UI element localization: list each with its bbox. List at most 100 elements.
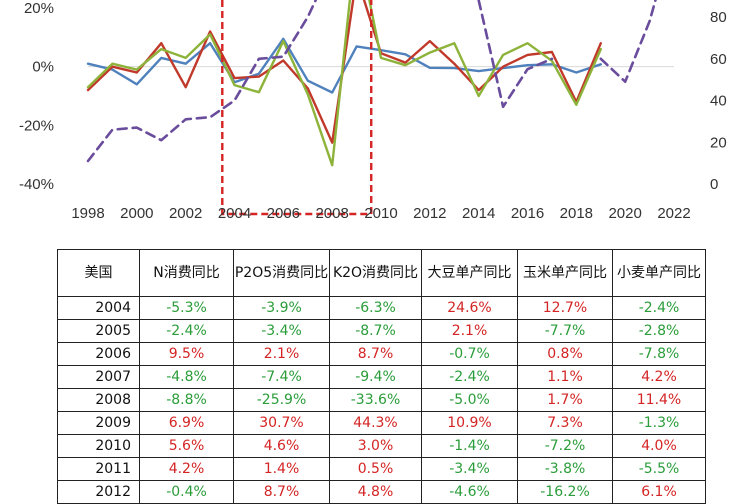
row-year: 2012 bbox=[57, 480, 140, 504]
table-row: 2007 -4.8% -7.4% -9.4% -2.4% 1.1% 4.2% bbox=[57, 365, 706, 389]
data-table: 美国 N消费同比 P2O5消费同比 K2O消费同比 大豆单产同比 玉米单产同比 … bbox=[57, 249, 706, 504]
series-layer bbox=[86, 0, 674, 167]
series-line-1 bbox=[86, 37, 602, 94]
table-cell: -2.8% bbox=[612, 319, 706, 343]
table-row: 2006 9.5% 2.1% 8.7% -0.7% 0.8% -7.8% bbox=[57, 342, 706, 366]
table-cell: -4.8% bbox=[139, 365, 234, 389]
table-cell: 1.1% bbox=[517, 365, 613, 389]
table-header-row: 美国 N消费同比 P2O5消费同比 K2O消费同比 大豆单产同比 玉米单产同比 … bbox=[57, 249, 706, 297]
series-line-4 bbox=[599, 0, 657, 83]
row-year: 2009 bbox=[57, 411, 140, 435]
table-cell: -5.0% bbox=[421, 388, 518, 412]
table-cell: -1.3% bbox=[612, 411, 706, 435]
row-year: 2010 bbox=[57, 434, 140, 458]
table-cell: 24.6% bbox=[421, 296, 518, 320]
x-tick-label: 2000 bbox=[120, 205, 153, 222]
y-left-tick-label: 0% bbox=[32, 59, 54, 76]
row-year: 2007 bbox=[57, 365, 140, 389]
y-right-tick-label: 40 bbox=[710, 93, 727, 110]
header-soybean-yield: 大豆单产同比 bbox=[421, 249, 518, 297]
table-cell: -3.8% bbox=[517, 457, 613, 481]
table-cell: -3.4% bbox=[233, 319, 330, 343]
table-cell: -5.3% bbox=[139, 296, 234, 320]
table-cell: 4.2% bbox=[612, 365, 706, 389]
table-cell: -16.2% bbox=[517, 480, 613, 504]
y-right-tick-label: 0 bbox=[710, 176, 718, 193]
table-cell: 0.8% bbox=[517, 342, 613, 366]
x-tick-label: 2012 bbox=[413, 205, 446, 222]
table-cell: 4.6% bbox=[233, 434, 330, 458]
table-row: 2010 5.6% 4.6% 3.0% -1.4% -7.2% 4.0% bbox=[57, 434, 706, 458]
table-row: 2004 -5.3% -3.9% -6.3% 24.6% 12.7% -2.4% bbox=[57, 296, 706, 320]
y-right-tick-label: 20 bbox=[710, 134, 727, 151]
table-cell: -7.4% bbox=[233, 365, 330, 389]
table-cell: 6.1% bbox=[612, 480, 706, 504]
y-right-tick-label: 60 bbox=[710, 51, 727, 68]
table-cell: 5.6% bbox=[139, 434, 234, 458]
row-year: 2004 bbox=[57, 296, 140, 320]
table-row: 2009 6.9% 30.7% 44.3% 10.9% 7.3% -1.3% bbox=[57, 411, 706, 435]
x-tick-label: 1998 bbox=[71, 205, 104, 222]
table-cell: 3.0% bbox=[329, 434, 422, 458]
table-cell: 0.5% bbox=[329, 457, 422, 481]
table-cell: -8.7% bbox=[329, 319, 422, 343]
table-cell: 4.2% bbox=[139, 457, 234, 481]
table-cell: -2.4% bbox=[421, 365, 518, 389]
highlight-box bbox=[221, 0, 373, 216]
table-cell: 30.7% bbox=[233, 411, 330, 435]
series-line-4 bbox=[86, 0, 318, 163]
highlight-layer bbox=[221, 0, 373, 216]
table-cell: -7.8% bbox=[612, 342, 706, 366]
table-cell: 8.7% bbox=[329, 342, 422, 366]
x-tick-label: 2010 bbox=[364, 205, 397, 222]
x-tick-label: 2004 bbox=[218, 205, 251, 222]
series-line-4 bbox=[477, 0, 554, 109]
tick-layer: 20% 0% -20% -40% 80 60 40 20 0 1998 2000 2002 2004 20… bbox=[19, 0, 727, 222]
header-k2o-consumption: K2O消费同比 bbox=[329, 249, 422, 297]
table-cell: -6.3% bbox=[329, 296, 422, 320]
y-left-tick-label: -40% bbox=[19, 176, 54, 193]
table-cell: -3.4% bbox=[421, 457, 518, 481]
row-year: 2006 bbox=[57, 342, 140, 366]
table-cell: 2.1% bbox=[421, 319, 518, 343]
header-country: 美国 bbox=[57, 249, 140, 297]
table-cell: -3.9% bbox=[233, 296, 330, 320]
row-year: 2011 bbox=[57, 457, 140, 481]
table-cell: -25.9% bbox=[233, 388, 330, 412]
header-n-consumption: N消费同比 bbox=[139, 249, 234, 297]
table-row: 2005 -2.4% -3.4% -8.7% 2.1% -7.7% -2.8% bbox=[57, 319, 706, 343]
table-cell: -9.4% bbox=[329, 365, 422, 389]
table-cell: -1.4% bbox=[421, 434, 518, 458]
table-cell: 1.7% bbox=[517, 388, 613, 412]
series-line-3 bbox=[86, 0, 602, 167]
table-cell: 7.3% bbox=[517, 411, 613, 435]
x-tick-label: 2008 bbox=[315, 205, 348, 222]
x-tick-label: 2016 bbox=[511, 205, 544, 222]
x-tick-label: 2002 bbox=[169, 205, 202, 222]
row-year: 2008 bbox=[57, 388, 140, 412]
header-p2o5-consumption: P2O5消费同比 bbox=[233, 249, 330, 297]
table-cell: 10.9% bbox=[421, 411, 518, 435]
table-cell: 6.9% bbox=[139, 411, 234, 435]
table-cell: 4.8% bbox=[329, 480, 422, 504]
table-row: 2008 -8.8% -25.9% -33.6% -5.0% 1.7% 11.4% bbox=[57, 388, 706, 412]
table-cell: -33.6% bbox=[329, 388, 422, 412]
table-row: 2011 4.2% 1.4% 0.5% -3.4% -3.8% -5.5% bbox=[57, 457, 706, 481]
table-cell: 12.7% bbox=[517, 296, 613, 320]
y-left-tick-label: -20% bbox=[19, 117, 54, 134]
table-cell: 2.1% bbox=[233, 342, 330, 366]
table-cell: 44.3% bbox=[329, 411, 422, 435]
line-chart: 20% 0% -20% -40% 80 60 40 20 0 1998 2000 2002 2004 20… bbox=[19, 0, 727, 222]
x-tick-label: 2022 bbox=[657, 205, 690, 222]
y-left-tick-label: 20% bbox=[24, 0, 54, 17]
y-right-tick-label: 80 bbox=[710, 9, 727, 26]
table-cell: -7.7% bbox=[517, 319, 613, 343]
table-cell: 1.4% bbox=[233, 457, 330, 481]
header-wheat-yield: 小麦单产同比 bbox=[612, 249, 706, 297]
table-cell: 4.0% bbox=[612, 434, 706, 458]
table-cell: -2.4% bbox=[612, 296, 706, 320]
table-cell: -0.4% bbox=[139, 480, 234, 504]
x-tick-label: 2020 bbox=[608, 205, 641, 222]
x-tick-label: 2018 bbox=[560, 205, 593, 222]
table-cell: -4.6% bbox=[421, 480, 518, 504]
